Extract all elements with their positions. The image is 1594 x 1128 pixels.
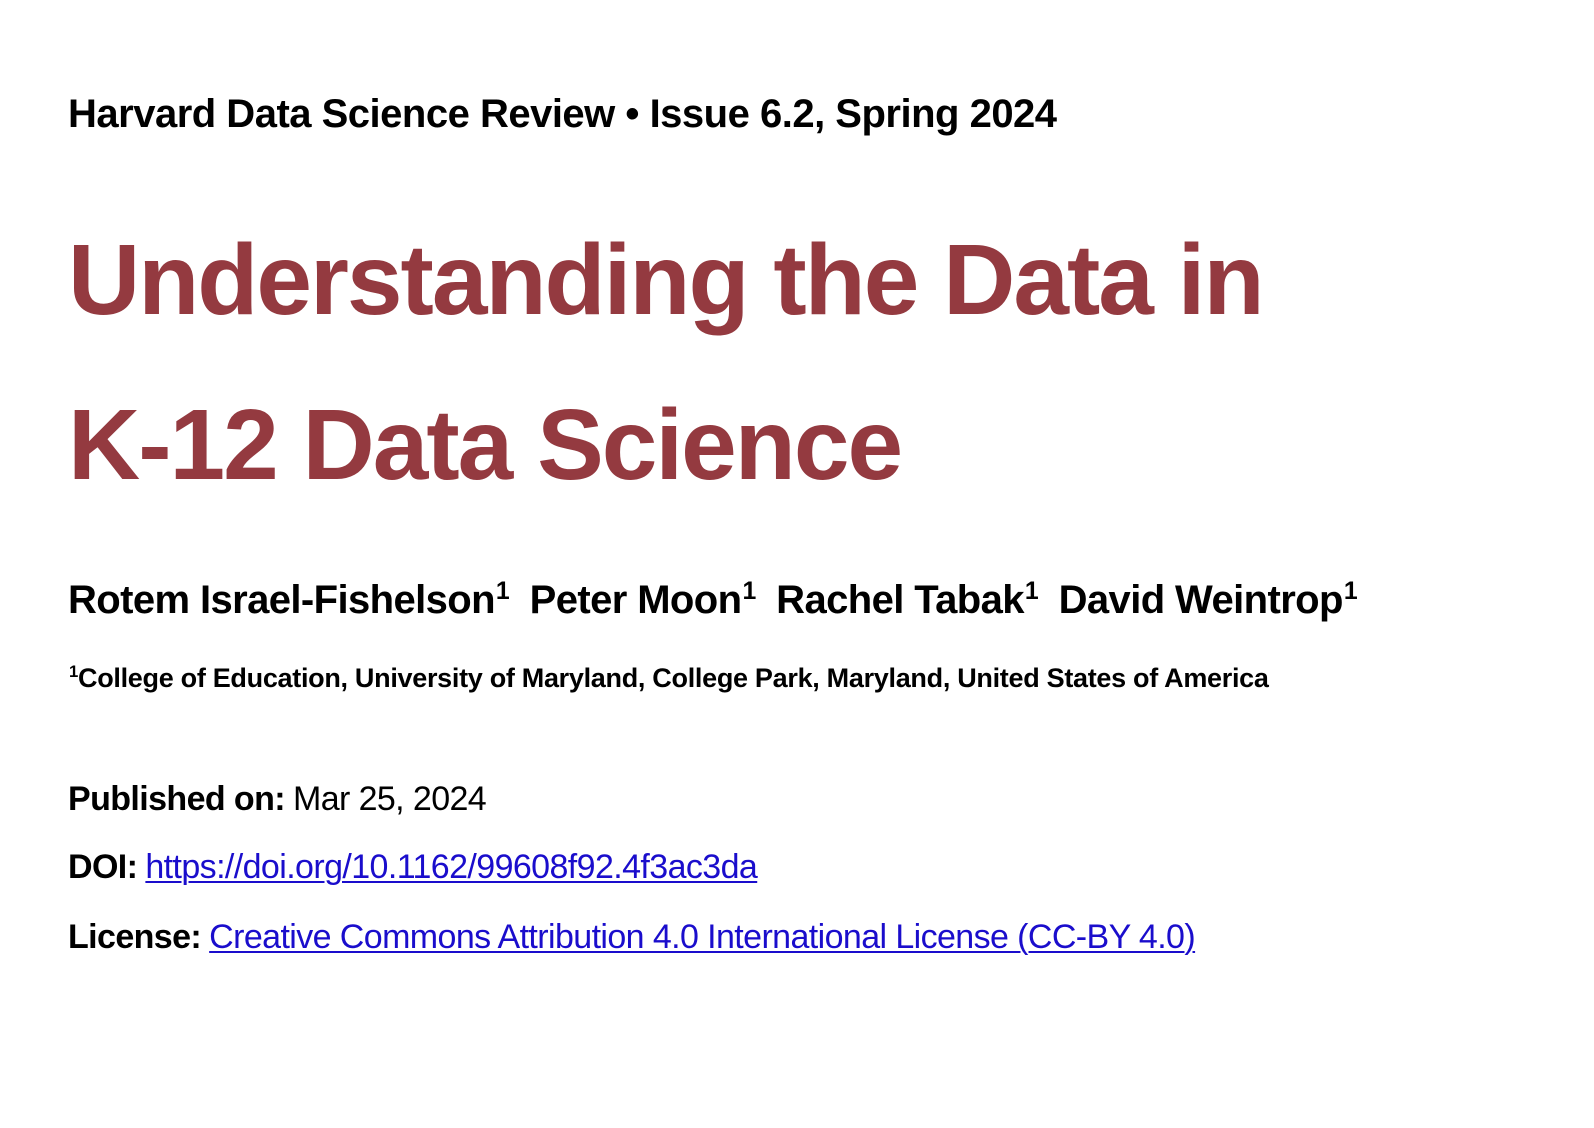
affiliation-marker: 1 xyxy=(69,662,79,681)
journal-separator: • xyxy=(625,92,639,136)
author-name: Rachel Tabak xyxy=(776,578,1024,622)
author-affiliation-marker: 1 xyxy=(742,577,756,605)
affiliation-text: College of Education, University of Mary… xyxy=(78,663,1269,693)
paper-title-line-1: Understanding the Data in xyxy=(68,224,1265,336)
published-date: Mar 25, 2024 xyxy=(292,780,487,818)
issue-info: Issue 6.2, Spring 2024 xyxy=(649,92,1058,136)
paper-title: Understanding the Data in K-12 Data Scie… xyxy=(68,198,1265,528)
author-item: Rotem Israel-Fishelson1 xyxy=(68,577,510,622)
journal-name: Harvard Data Science Review xyxy=(68,92,615,136)
author-name: Rotem Israel-Fishelson xyxy=(68,578,496,622)
affiliation-line: 1College of Education, University of Mar… xyxy=(68,663,1269,694)
author-name: Peter Moon xyxy=(529,578,742,622)
author-affiliation-marker: 1 xyxy=(495,577,510,605)
doi-link[interactable]: https://doi.org/10.1162/99608f92.4f3ac3d… xyxy=(145,848,758,886)
author-list: Rotem Israel-Fishelson1 Peter Moon1 Rach… xyxy=(68,578,1367,623)
license-label: License: xyxy=(68,918,202,956)
license-link[interactable]: Creative Commons Attribution 4.0 Interna… xyxy=(209,918,1196,956)
published-label: Published on: xyxy=(68,780,286,818)
author-affiliation-marker: 1 xyxy=(1024,577,1039,605)
author-affiliation-marker: 1 xyxy=(1343,577,1358,605)
author-name: David Weintrop xyxy=(1058,578,1344,622)
author-item: David Weintrop1 xyxy=(1058,577,1358,622)
journal-issue-line: Harvard Data Science Review • Issue 6.2,… xyxy=(68,92,1057,137)
paper-title-line-2: K-12 Data Science xyxy=(68,389,903,501)
doi-row: DOI: https://doi.org/10.1162/99608f92.4f3… xyxy=(68,848,758,887)
paper-front-matter: Harvard Data Science Review • Issue 6.2,… xyxy=(68,0,1554,1128)
author-item: Peter Moon1 xyxy=(529,577,757,622)
author-item: Rachel Tabak1 xyxy=(776,577,1039,622)
published-row: Published on: Mar 25, 2024 xyxy=(68,780,487,819)
license-row: License: Creative Commons Attribution 4.0… xyxy=(68,918,1196,957)
doi-label: DOI: xyxy=(68,848,138,886)
